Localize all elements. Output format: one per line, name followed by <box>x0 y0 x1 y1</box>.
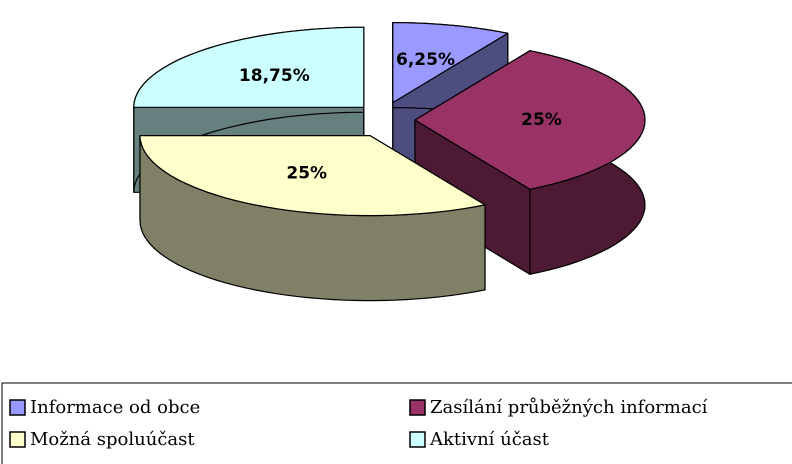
slice <box>392 22 509 104</box>
legend-key <box>9 431 26 448</box>
legend-box <box>1 382 792 464</box>
legend-label: Možná spoluúčast <box>30 429 195 450</box>
data-label: 25% <box>521 110 562 130</box>
legend-label: Aktivní účast <box>429 429 550 450</box>
legend-key <box>409 399 426 416</box>
slice <box>414 50 646 190</box>
slice <box>139 135 486 217</box>
slice: 25% <box>139 135 486 302</box>
data-label: 18,75% <box>239 66 310 86</box>
data-label: 6,25% <box>396 50 455 70</box>
legend-key <box>409 431 426 448</box>
legend-key <box>9 399 26 416</box>
slice <box>133 26 365 108</box>
legend-label: Zasílání průběžných informací <box>430 396 708 418</box>
legend-label: Informace od obce <box>30 397 200 418</box>
data-label: 25% <box>286 164 327 184</box>
